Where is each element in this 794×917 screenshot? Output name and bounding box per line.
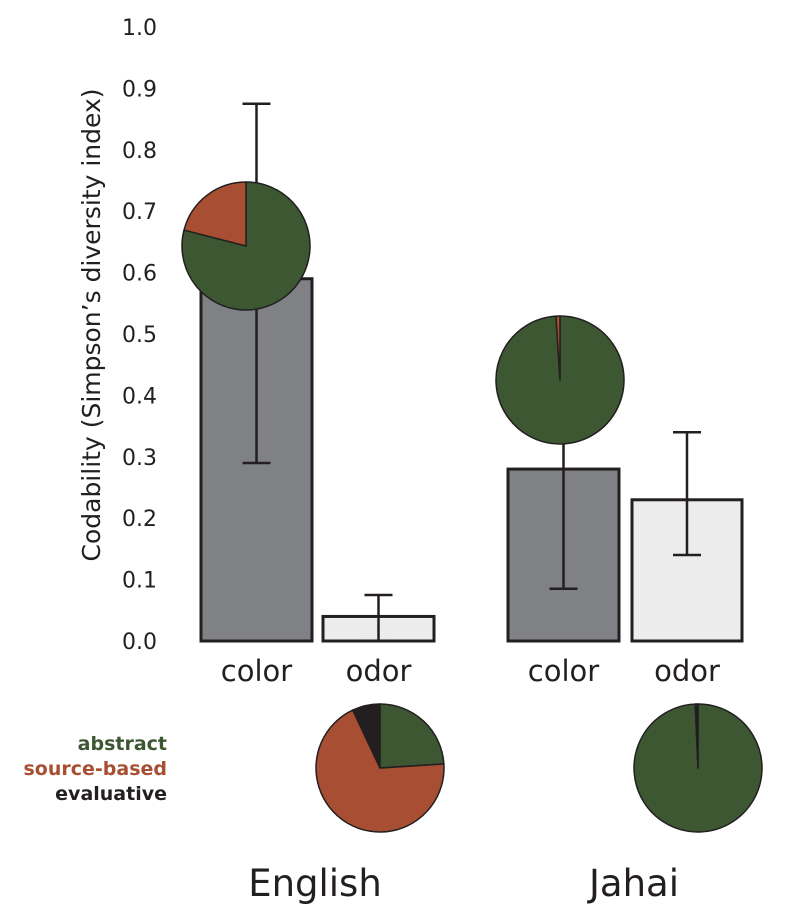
pie-slice-evaluative	[696, 703, 699, 769]
y-tick-label: 0.0	[122, 630, 157, 655]
error-bar-jahai-odor	[673, 430, 701, 557]
legend-entry-abstract: abstract	[78, 733, 167, 755]
pie-charts	[181, 181, 763, 833]
legend: abstract source-based evaluative	[23, 733, 167, 805]
pie-english-odor	[315, 703, 445, 833]
category-label: color	[528, 654, 599, 688]
error-bar-english-odor	[364, 593, 393, 643]
group-labels: English Jahai	[248, 862, 679, 905]
y-tick-label: 1.0	[122, 16, 157, 41]
bar-jahai-odor	[630, 498, 744, 643]
pie-jahai-odor	[633, 703, 763, 833]
pie-slice-source-based	[555, 315, 561, 381]
pie-english-color	[181, 181, 311, 311]
pie-slice-evaluative	[352, 703, 381, 769]
pie-slice-source-based	[315, 709, 445, 833]
y-axis-ticks: 0.0 0.1 0.2 0.3 0.4 0.5 0.6 0.7 0.8 0.9 1.0	[122, 16, 157, 655]
y-tick-label: 0.3	[122, 446, 157, 471]
y-tick-label: 0.2	[122, 507, 157, 532]
category-labels: color odor color odor	[221, 654, 720, 688]
category-label: odor	[654, 654, 720, 688]
y-tick-label: 0.1	[122, 569, 157, 594]
legend-entry-evaluative: evaluative	[55, 783, 167, 805]
y-tick-label: 0.6	[122, 262, 157, 287]
group-label-jahai: Jahai	[587, 862, 679, 905]
category-label: color	[221, 654, 292, 688]
y-tick-label: 0.8	[122, 139, 157, 164]
y-tick-label: 0.7	[122, 200, 157, 225]
y-tick-label: 0.5	[122, 323, 157, 348]
y-tick-label: 0.4	[122, 384, 157, 409]
category-label: odor	[346, 654, 412, 688]
bars	[199, 277, 744, 643]
y-axis-label: Codability (Simpson’s diversity index)	[77, 89, 106, 562]
y-tick-label: 0.9	[122, 77, 157, 102]
legend-entry-source-based: source-based	[23, 758, 167, 780]
pie-slice-abstract	[379, 703, 445, 769]
pie-jahai-color	[495, 315, 625, 445]
pie-slice-source-based	[183, 181, 247, 247]
group-label-english: English	[248, 862, 382, 905]
